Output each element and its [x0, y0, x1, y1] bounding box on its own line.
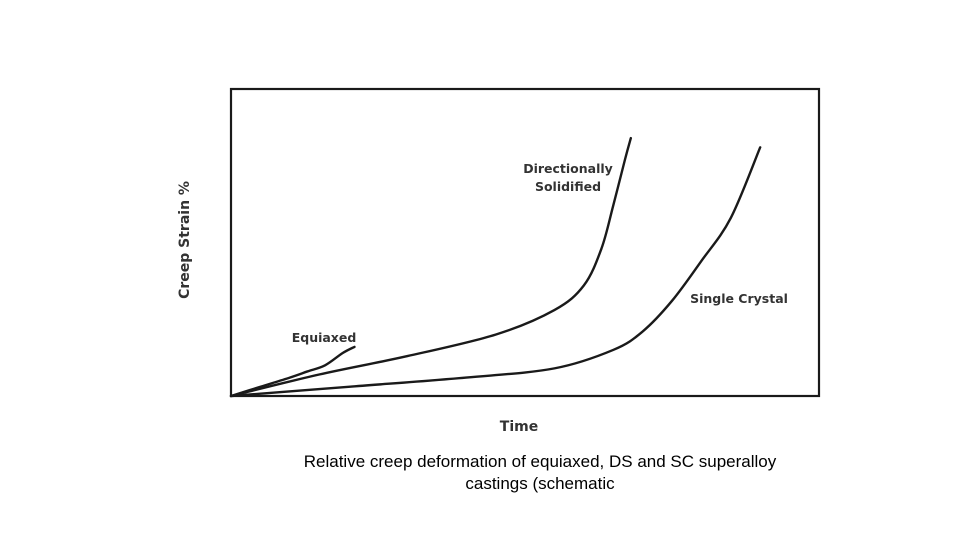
y-axis-label: Creep Strain %	[177, 181, 193, 299]
series-label-directionally-solidified-1: Directionally	[523, 161, 613, 176]
caption-line-1: Relative creep deformation of equiaxed, …	[303, 452, 777, 471]
series-label-single-crystal: Single Crystal	[690, 291, 788, 306]
figure-caption: Relative creep deformation of equiaxed, …	[180, 451, 900, 495]
plot-frame	[229, 87, 821, 398]
series-label-equiaxed: Equiaxed	[292, 330, 357, 345]
series-line-single-crystal	[229, 146, 762, 398]
series-line-directionally-solidified	[229, 136, 633, 398]
creep-chart: Equiaxed Directionally Solidified Single Cr…	[177, 87, 821, 435]
x-axis-label: Time	[500, 419, 538, 435]
caption-line-2: castings (schematic	[465, 474, 615, 493]
series-label-directionally-solidified-2: Solidified	[535, 179, 601, 194]
creep-chart-svg: Equiaxed Directionally Solidified Single Cr…	[177, 87, 821, 435]
series-line-equiaxed	[229, 345, 356, 398]
